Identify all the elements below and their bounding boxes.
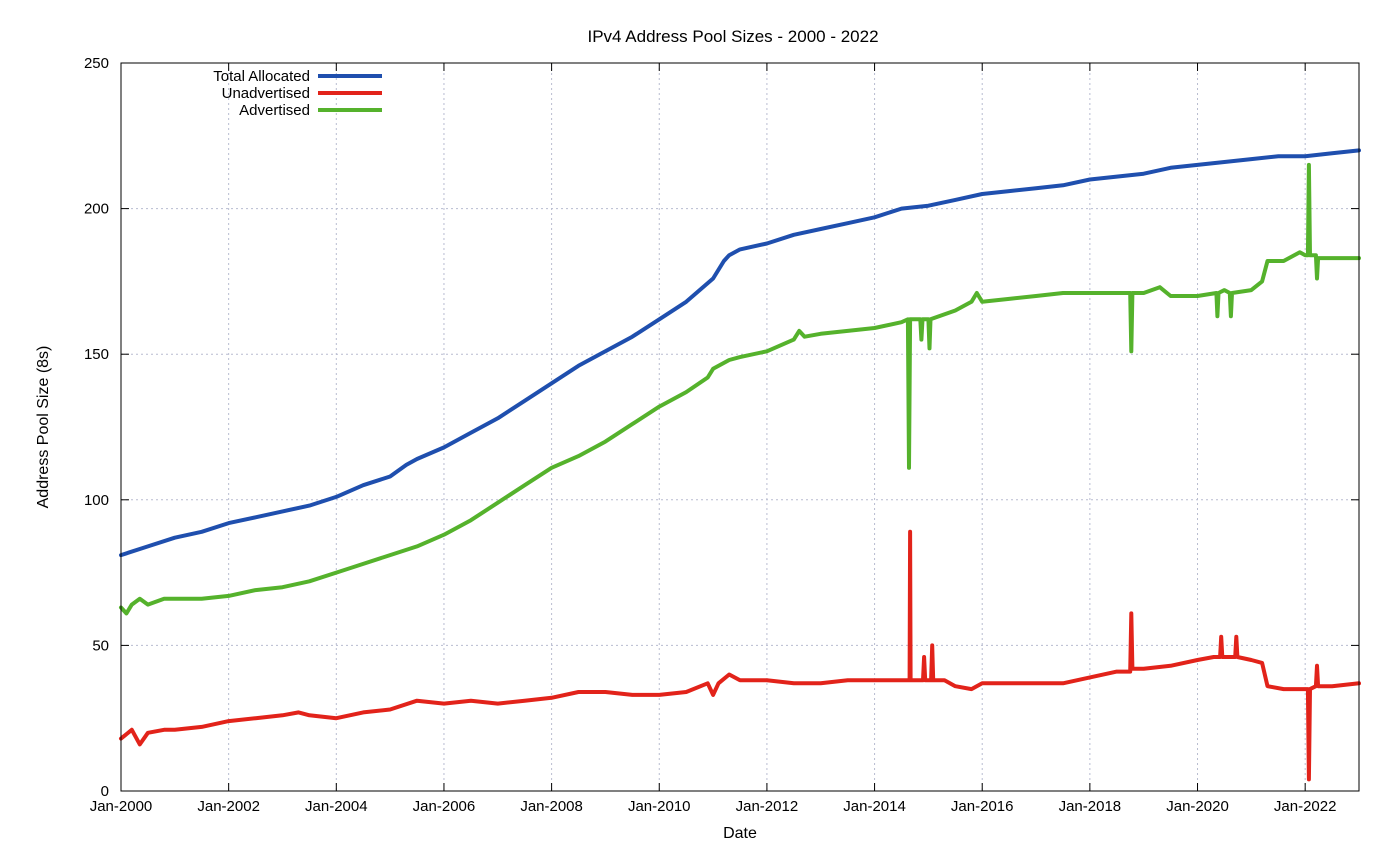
x-tick-label: Jan-2004 <box>305 798 368 815</box>
x-tick-label: Jan-2000 <box>90 798 153 815</box>
series-line-unadvertised <box>119 529 1361 782</box>
data-series <box>119 148 1361 782</box>
y-tick-label: 100 <box>84 492 109 509</box>
y-tick-label: 50 <box>92 637 109 654</box>
x-tick-label: Jan-2018 <box>1059 798 1122 815</box>
x-tick-label: Jan-2008 <box>520 798 583 815</box>
y-tick-label: 150 <box>84 346 109 363</box>
y-tick-label: 200 <box>84 201 109 218</box>
y-tick-label: 250 <box>84 55 109 72</box>
y-axis-label: Address Pool Size (8s) <box>35 346 52 509</box>
plot-frame <box>120 62 1360 792</box>
legend-label-advertised: Advertised <box>239 102 310 119</box>
x-tick-label: Jan-2020 <box>1166 798 1229 815</box>
chart-title: IPv4 Address Pool Sizes - 2000 - 2022 <box>587 27 878 46</box>
axis-ticks: 0 50 100 150 200 250 Jan-2000 Jan-2002 Jan-2004 J… <box>84 55 1359 815</box>
y-tick-label: 0 <box>101 783 109 800</box>
x-axis-label: Date <box>723 825 757 842</box>
legend-label-unadvertised: Unadvertised <box>222 85 310 102</box>
x-tick-label: Jan-2022 <box>1274 798 1337 815</box>
x-tick-label: Jan-2002 <box>197 798 260 815</box>
series-line-total-allocated <box>119 148 1361 558</box>
x-tick-label: Jan-2012 <box>736 798 799 815</box>
series-line-advertised <box>119 162 1361 616</box>
x-tick-label: Jan-2010 <box>628 798 691 815</box>
x-tick-label: Jan-2016 <box>951 798 1014 815</box>
legend-label-total-allocated: Total Allocated <box>213 68 310 85</box>
x-tick-label: Jan-2014 <box>843 798 906 815</box>
grid-lines <box>121 63 1359 791</box>
x-tick-label: Jan-2006 <box>413 798 476 815</box>
